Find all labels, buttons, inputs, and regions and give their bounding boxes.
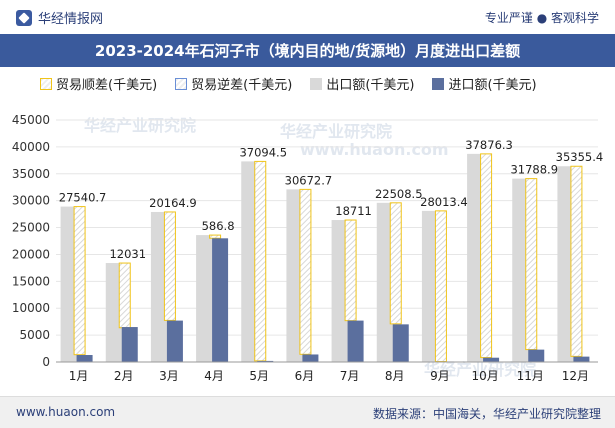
y-tick-label: 20000: [12, 247, 50, 261]
y-tick-label: 30000: [12, 194, 50, 208]
export-bar: [150, 211, 168, 362]
y-tick-label: 10000: [12, 301, 50, 315]
export-bar: [467, 153, 485, 362]
y-tick-label: 45000: [12, 113, 50, 127]
data-label: 18711: [335, 204, 372, 218]
data-label: 37876.3: [465, 138, 513, 152]
x-tick-label: 4月: [204, 369, 224, 383]
legend-label-surplus: 贸易顺差(千美元): [56, 78, 158, 93]
surplus-bar: [254, 160, 267, 362]
data-label: 20164.9: [149, 196, 197, 210]
legend-swatch-deficit: [175, 77, 188, 90]
x-tick-label: 12月: [562, 369, 589, 383]
surplus-bar: [344, 219, 357, 322]
data-label: 37094.5: [239, 145, 287, 159]
legend-item-export: 出口额(千美元): [310, 74, 414, 93]
footer-url[interactable]: www.huaon.com: [16, 405, 116, 419]
x-tick-label: 1月: [69, 369, 89, 383]
surplus-bar: [434, 210, 447, 363]
legend-swatch-surplus: [40, 77, 52, 90]
grid-layer: [56, 119, 598, 363]
data-label: 586.8: [202, 219, 235, 233]
export-bar: [196, 235, 214, 362]
x-tick-label: 2月: [114, 369, 134, 383]
slogan: 专业严谨 ● 客观科学: [484, 11, 599, 25]
legend-swatch-import: [432, 77, 445, 90]
import-bar: [302, 354, 319, 362]
import-bar: [347, 320, 364, 362]
header: 华经情报网 专业严谨 ● 客观科学: [0, 0, 615, 34]
brand[interactable]: 华经情报网: [16, 8, 103, 27]
import-bar: [76, 355, 93, 362]
x-tick-label: 6月: [295, 369, 315, 383]
surplus-bar: [118, 262, 131, 329]
legend-item-import: 进口额(千美元): [432, 74, 537, 93]
surplus-bar: [163, 211, 176, 321]
brand-name: 华经情报网: [38, 12, 104, 27]
export-bar: [60, 206, 78, 362]
data-label: 31788.9: [510, 163, 558, 177]
surplus-bar: [525, 178, 538, 351]
brand-logo-icon: [16, 9, 32, 26]
y-tick-label: 5000: [19, 328, 50, 342]
import-bar: [166, 320, 183, 362]
y-tick-label: 40000: [12, 140, 50, 154]
bars-layer: [60, 153, 590, 363]
legend-label-import: 进口额(千美元): [448, 78, 537, 93]
x-tick-label: 3月: [159, 369, 179, 383]
legend-label-deficit: 贸易逆差(千美元): [191, 78, 293, 93]
legend: 贸易顺差(千美元) 贸易逆差(千美元) 出口额(千美元) 进口额(千美元): [40, 74, 600, 93]
x-tick-label: 8月: [385, 369, 405, 383]
data-label: 35355.4: [556, 150, 604, 164]
data-label: 12031: [109, 247, 146, 261]
surplus-bar: [299, 188, 312, 355]
import-bar: [121, 327, 138, 362]
title-bar: 2023-2024年石河子市（境内目的地/货源地）月度进出口差额: [0, 34, 615, 67]
import-bar: [392, 324, 409, 362]
import-bar: [573, 356, 590, 362]
legend-label-export: 出口额(千美元): [326, 78, 415, 93]
import-bar: [528, 349, 545, 362]
legend-swatch-export: [310, 77, 323, 90]
data-label: 27540.7: [59, 191, 107, 205]
surplus-bar: [480, 153, 493, 359]
export-bar: [421, 210, 439, 362]
surplus-bar: [209, 234, 222, 239]
surplus-bar: [389, 202, 402, 325]
export-bar: [286, 189, 304, 362]
legend-item-deficit: 贸易逆差(千美元): [175, 74, 292, 93]
y-tick-label: 0: [42, 355, 50, 369]
export-bar: [376, 202, 394, 362]
export-bar: [512, 178, 530, 362]
surplus-bar: [73, 206, 86, 356]
x-tick-label: 11月: [517, 369, 544, 383]
export-bar: [557, 166, 575, 362]
data-label: 28013.4: [420, 195, 468, 209]
export-bar: [331, 220, 349, 362]
y-tick-label: 25000: [12, 221, 50, 235]
import-bar: [212, 238, 229, 362]
legend-item-surplus: 贸易顺差(千美元): [40, 74, 157, 93]
export-bar: [105, 263, 123, 362]
x-tick-label: 10月: [471, 369, 498, 383]
import-bar: [483, 357, 500, 362]
data-label: 30672.7: [285, 173, 333, 187]
x-tick-label: 9月: [430, 369, 450, 383]
y-tick-label: 35000: [12, 167, 50, 181]
x-tick-label: 7月: [340, 369, 360, 383]
data-label: 22508.5: [375, 187, 423, 201]
export-bar: [241, 161, 259, 362]
labels-layer: 27540.7 12031 20164.9 586.8 37094.5 30672.7 18…: [59, 138, 603, 261]
import-bar: [257, 360, 274, 362]
x-tick-label: 5月: [249, 369, 269, 383]
footer: www.huaon.com 数据来源：中国海关，华经产业研究院整理: [0, 396, 615, 428]
chart-title: 2023-2024年石河子市（境内目的地/货源地）月度进出口差额: [94, 42, 521, 60]
surplus-bar: [570, 165, 583, 357]
footer-source: 数据来源：中国海关，华经产业研究院整理: [372, 407, 601, 421]
axis-layer: 0 5000 10000 15000 20000 25000 30000 35000 40000…: [12, 113, 598, 383]
y-tick-label: 15000: [12, 274, 50, 288]
